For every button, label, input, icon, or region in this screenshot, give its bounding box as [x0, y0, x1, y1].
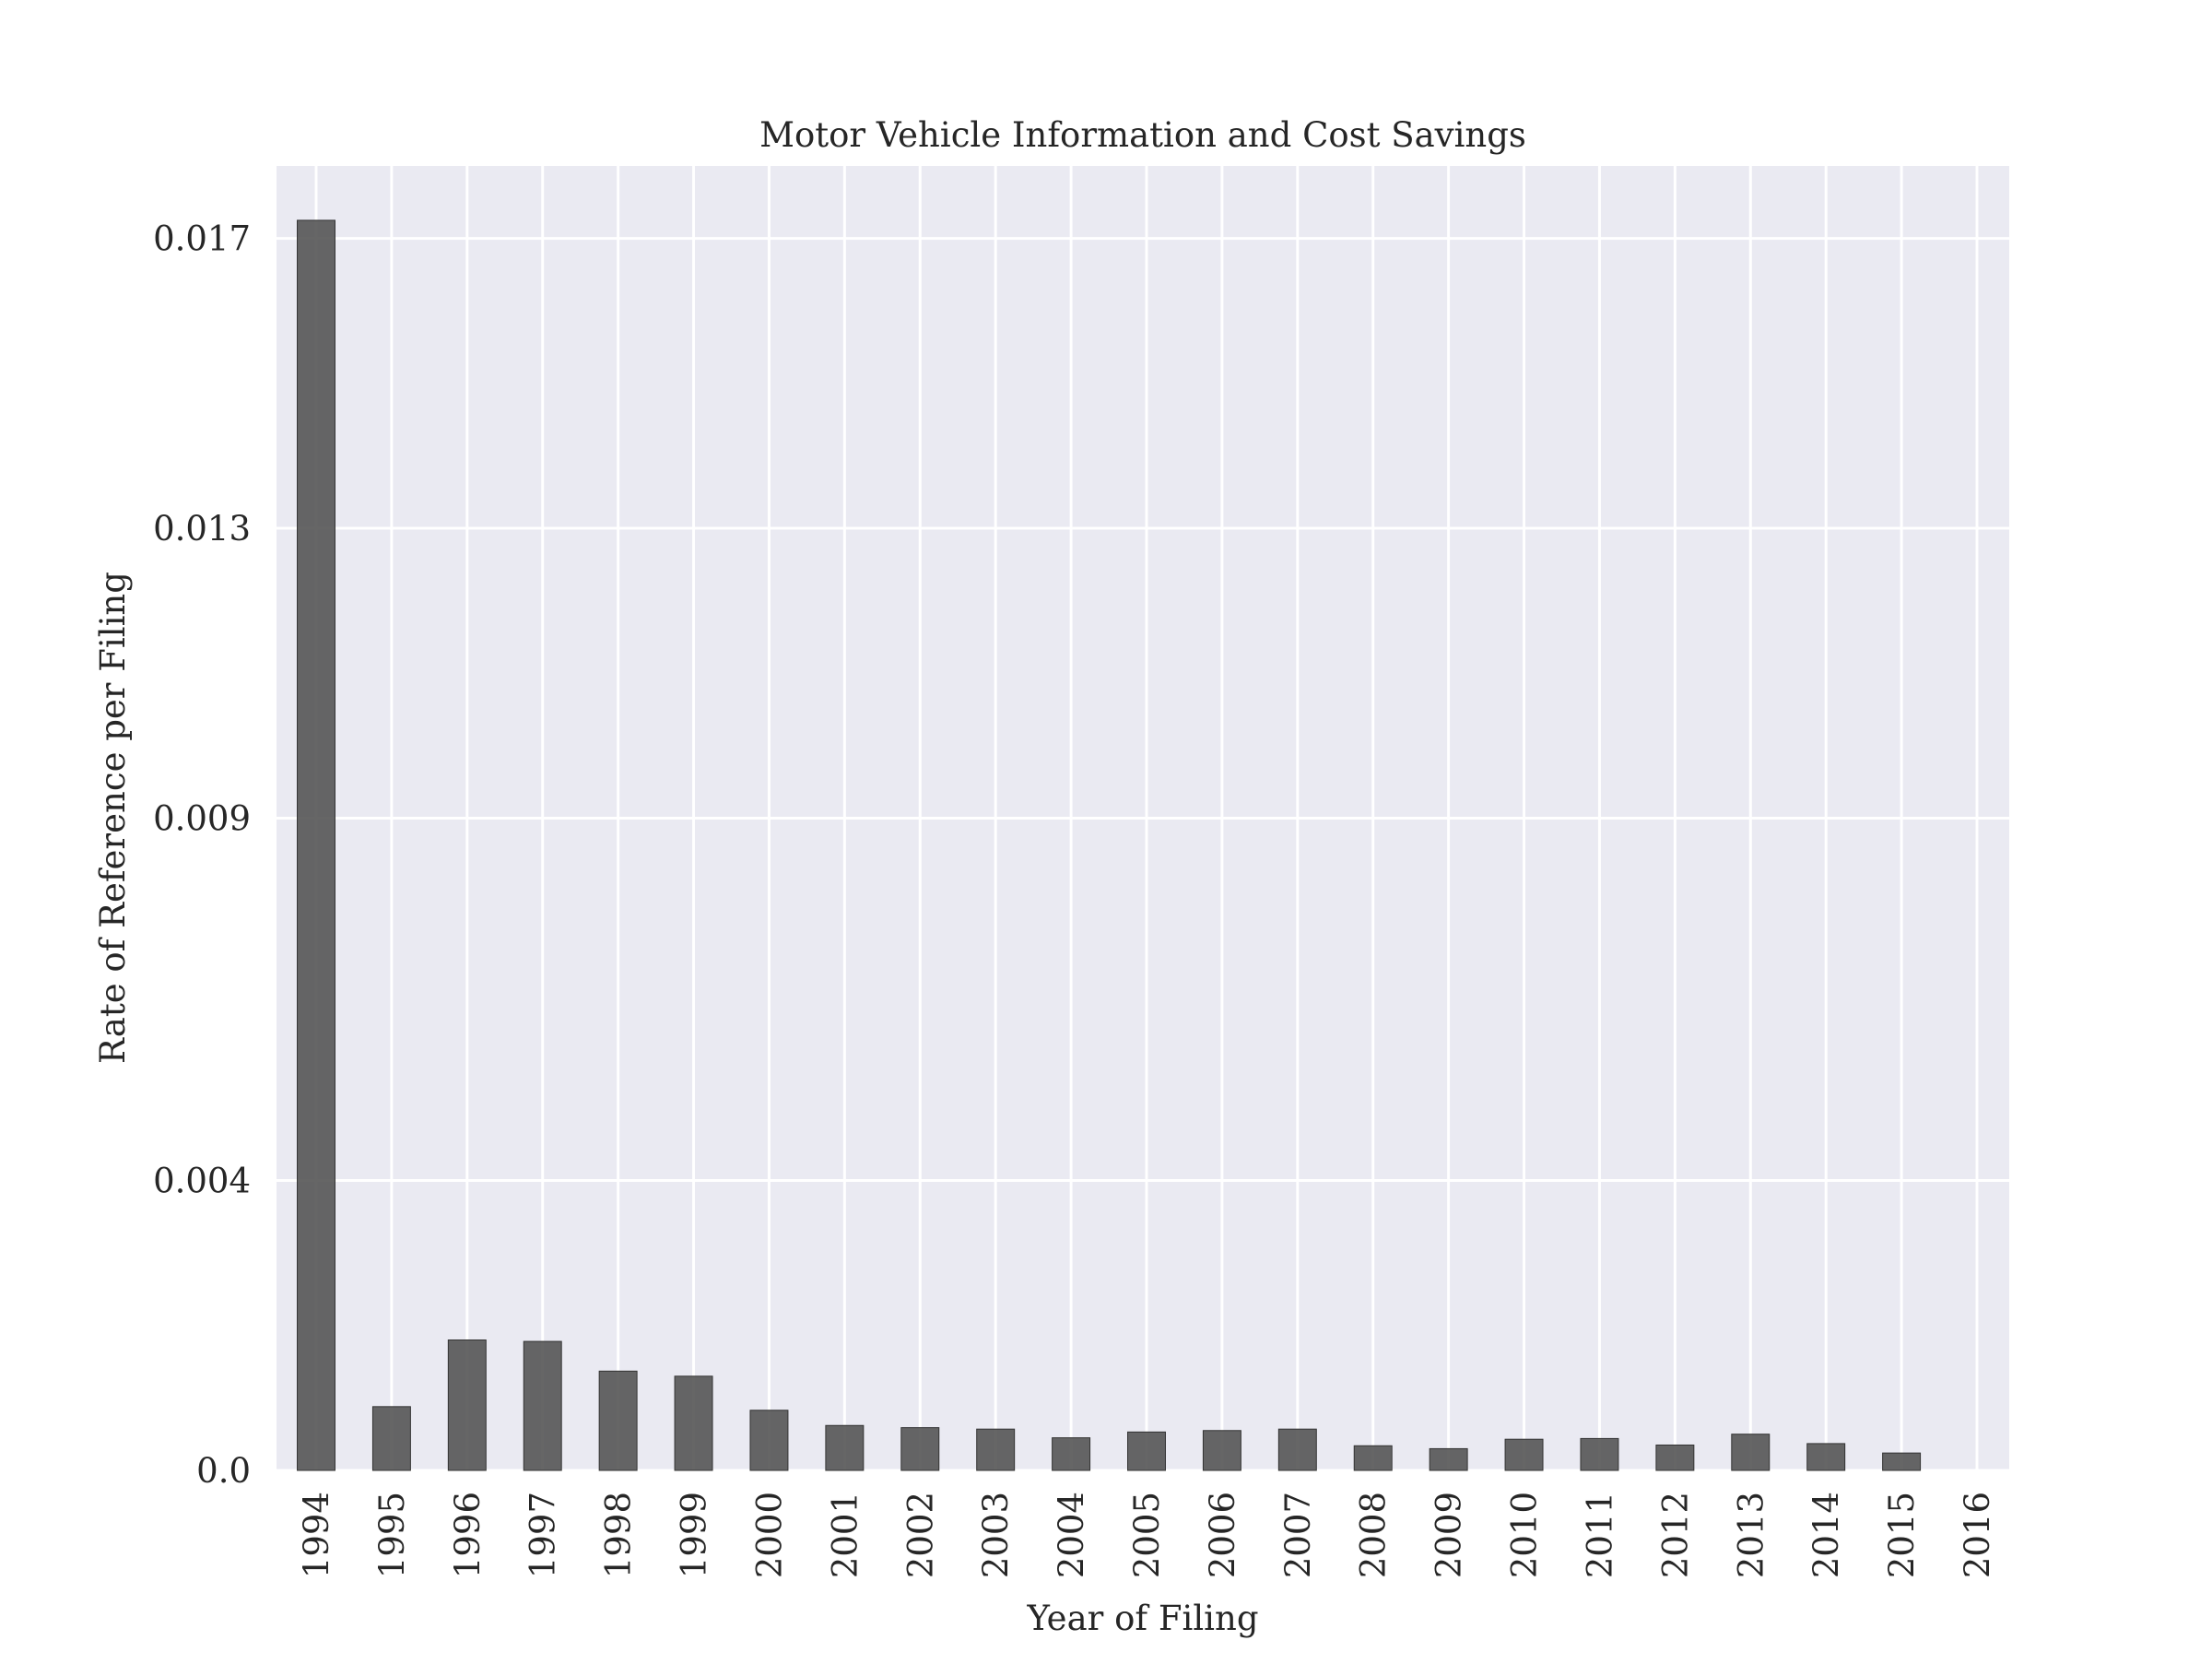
bar-2000	[749, 1410, 789, 1471]
bar-2007	[1277, 1428, 1317, 1471]
chart-title: Motor Vehicle Information and Cost Savin…	[759, 115, 1526, 155]
x-tick-label: 2009	[1430, 1492, 1469, 1578]
x-tick-label: 2005	[1127, 1492, 1167, 1578]
bar-1999	[674, 1375, 713, 1471]
x-tick-label: 2004	[1052, 1492, 1091, 1578]
bar-2015	[1882, 1452, 1922, 1471]
bar-1995	[371, 1406, 411, 1471]
x-tick-labels: 1994 1995 1996 1997 1998 1999 2000 2001 2002 2003…	[297, 1492, 1997, 1578]
bar-2006	[1202, 1430, 1241, 1471]
bar-2001	[825, 1424, 865, 1471]
x-tick-label: 2000	[749, 1492, 789, 1578]
y-tick-label: 0.009	[153, 799, 251, 839]
x-tick-label: 1997	[524, 1492, 563, 1578]
x-tick-label: 2003	[976, 1492, 1016, 1578]
y-tick-label: 0.004	[153, 1162, 251, 1201]
x-tick-label: 2007	[1278, 1492, 1318, 1578]
x-axis-label: Year of Filing	[1026, 1599, 1258, 1638]
x-tick-label: 2006	[1203, 1492, 1242, 1578]
bar-2014	[1806, 1443, 1846, 1471]
x-tick-label: 2008	[1354, 1492, 1394, 1578]
x-tick-label: 2014	[1806, 1492, 1846, 1578]
y-tick-label: 0.013	[153, 509, 251, 549]
x-tick-label: 1995	[372, 1492, 412, 1578]
x-tick-label: 2015	[1882, 1492, 1922, 1578]
x-tick-label: 2001	[825, 1492, 865, 1578]
bars	[297, 219, 1922, 1471]
y-tick-labels: 0.0 0.004 0.009 0.013 0.017	[153, 219, 251, 1491]
x-tick-label: 2011	[1580, 1492, 1619, 1578]
x-tick-label: 1994	[297, 1492, 336, 1578]
y-tick-label: 0.017	[153, 219, 251, 259]
x-tick-label: 2012	[1655, 1492, 1695, 1578]
grid-lines	[276, 166, 2009, 1472]
x-tick-label: 2002	[900, 1492, 940, 1578]
bar-2010	[1504, 1438, 1544, 1471]
bar-2013	[1731, 1434, 1771, 1471]
bar-2002	[900, 1427, 940, 1471]
bar-2008	[1353, 1445, 1393, 1471]
bar-2005	[1127, 1431, 1166, 1471]
y-axis-label: Rate of Reference per Filing	[93, 572, 133, 1064]
bar-2011	[1580, 1437, 1619, 1471]
x-tick-label: 1996	[448, 1492, 488, 1578]
x-tick-label: 2013	[1731, 1492, 1771, 1578]
bar-1994	[297, 219, 335, 1471]
y-tick-label: 0.0	[196, 1451, 251, 1491]
bar-2012	[1655, 1444, 1695, 1471]
bar-1996	[447, 1339, 487, 1471]
x-tick-label: 1999	[675, 1492, 714, 1578]
bar-2003	[976, 1428, 1016, 1471]
x-tick-label: 1998	[599, 1492, 639, 1578]
bar-2009	[1429, 1447, 1468, 1471]
x-tick-label: 2016	[1958, 1492, 1997, 1578]
x-tick-label: 2010	[1505, 1492, 1545, 1578]
bar-2004	[1052, 1437, 1091, 1471]
bar-1997	[523, 1340, 562, 1471]
bar-1998	[598, 1370, 638, 1471]
